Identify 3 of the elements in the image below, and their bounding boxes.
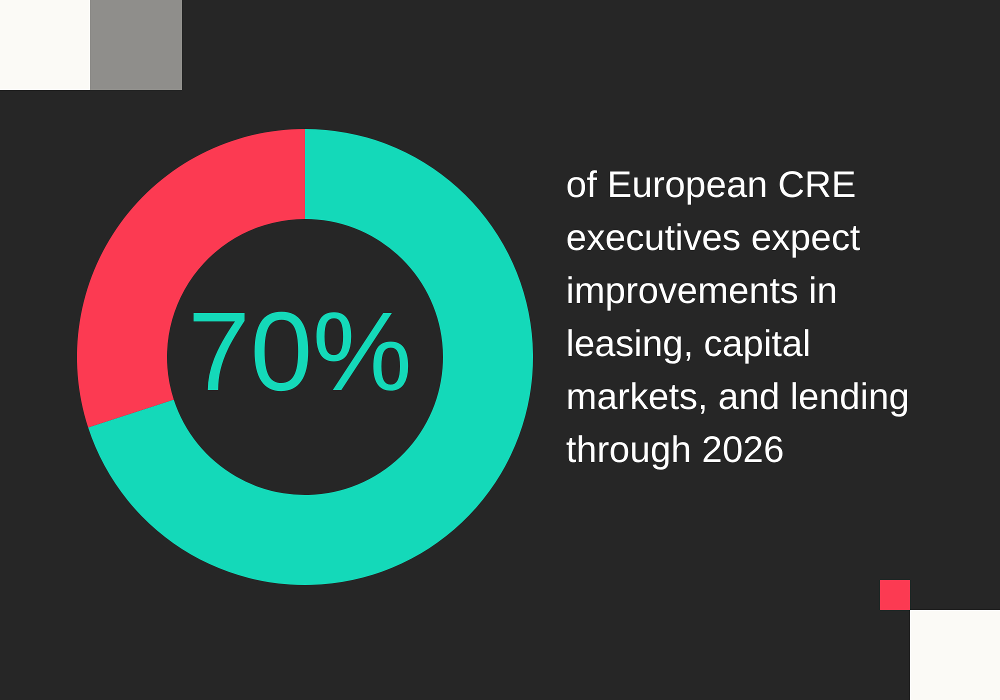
donut-slice (88, 129, 533, 585)
text: 70% (186, 288, 414, 416)
text: of European CRE executives expect improvements in leasing, capital markets, and lending through 2026 (566, 163, 910, 472)
